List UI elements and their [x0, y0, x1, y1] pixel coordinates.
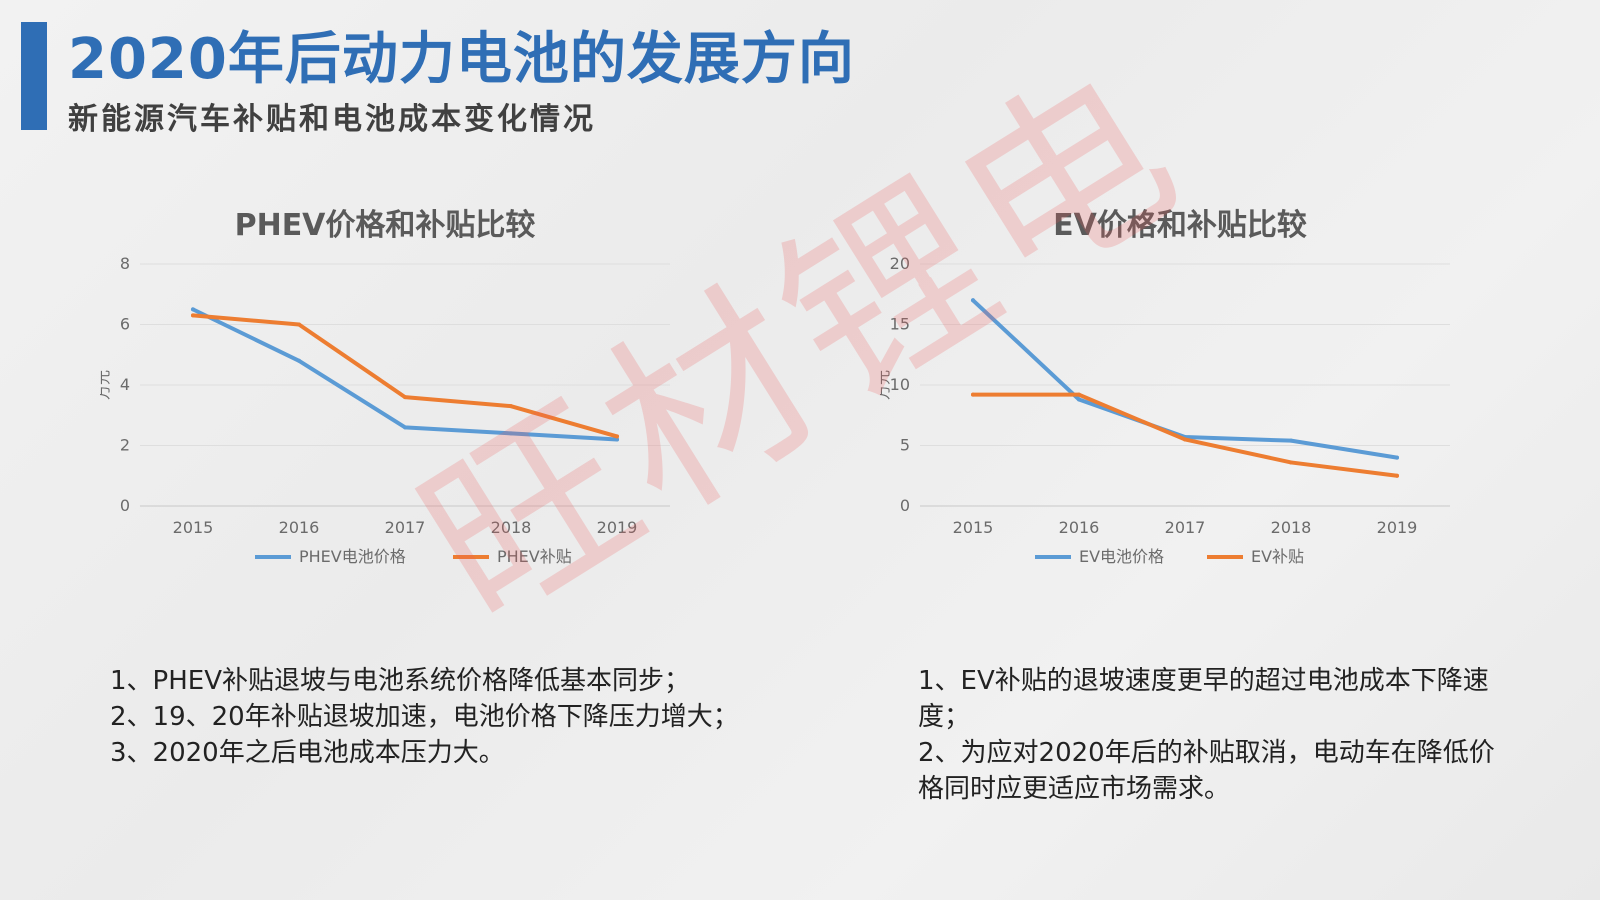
data-point: [971, 392, 975, 397]
x-tick-label: 2019: [1377, 518, 1418, 537]
data-point: [1183, 437, 1187, 442]
y-axis-label: 万元: [880, 370, 892, 400]
note-item: 1、PHEV补贴退坡与电池系统价格降低基本同步；: [110, 666, 690, 696]
data-point: [1077, 392, 1081, 397]
phev-chart: 0 2 4 6 8 2015 2016 2017 2018 2019 万元 PHEV电池价格 PHEV补…: [100, 254, 670, 566]
page-subtitle: 新能源汽车补贴和电池成本变化情况: [68, 102, 596, 137]
notes-right: 1、EV补贴的退坡速度更早的超过电池成本下降速度； 2、为应对2020年后的补贴…: [918, 663, 1518, 807]
data-point: [297, 358, 301, 363]
data-point: [1395, 455, 1399, 460]
y-tick-label: 15: [890, 315, 910, 334]
data-point: [509, 431, 513, 436]
note-item: 3、2020年之后电池成本压力大。: [110, 738, 505, 768]
data-point: [971, 298, 975, 303]
note-item: 2、19、20年补贴退坡加速，电池价格下降压力增大；: [110, 702, 739, 732]
data-point: [403, 425, 407, 430]
data-point: [509, 404, 513, 409]
page-title: 2020年后动力电池的发展方向: [68, 27, 855, 92]
y-tick-label: 0: [900, 496, 910, 515]
y-tick-label: 8: [120, 254, 130, 273]
y-tick-label: 0: [120, 496, 130, 515]
legend-label: PHEV补贴: [497, 547, 572, 566]
y-tick-label: 5: [900, 436, 910, 455]
x-tick-label: 2018: [491, 518, 532, 537]
data-point: [615, 434, 619, 439]
series-line-1: [191, 313, 619, 439]
y-tick-label: 10: [890, 375, 910, 394]
legend-label: EV补贴: [1251, 547, 1304, 566]
data-point: [403, 395, 407, 400]
x-tick-label: 2015: [173, 518, 214, 537]
phev-chart-title: PHEV价格和补贴比较: [234, 208, 536, 243]
x-tick-label: 2018: [1271, 518, 1312, 537]
x-tick-label: 2019: [597, 518, 638, 537]
y-tick-label: 6: [120, 315, 130, 334]
data-point: [1077, 397, 1081, 402]
y-tick-label: 4: [120, 375, 130, 394]
x-tick-label: 2016: [279, 518, 320, 537]
data-point: [1289, 438, 1293, 443]
x-tick-label: 2015: [953, 518, 994, 537]
y-tick-label: 2: [120, 436, 130, 455]
y-tick-label: 20: [890, 254, 910, 273]
data-point: [191, 307, 195, 312]
legend-label: EV电池价格: [1079, 547, 1164, 566]
ev-chart: 0 5 10 15 20 2015 2016 2017 2018 2019 万元 EV电池价格 EV补贴: [880, 254, 1450, 566]
x-tick-label: 2016: [1059, 518, 1100, 537]
title-accent-bar: [21, 22, 47, 130]
note-item: 2、为应对2020年后的补贴取消，电动车在降低价格同时应更适应市场需求。: [918, 738, 1495, 804]
data-point: [1289, 460, 1293, 465]
y-axis-label: 万元: [100, 370, 112, 400]
data-point: [615, 437, 619, 442]
data-point: [191, 313, 195, 318]
note-item: 1、EV补贴的退坡速度更早的超过电池成本下降速度；: [918, 666, 1489, 732]
ev-chart-title: EV价格和补贴比较: [1053, 208, 1307, 243]
x-tick-label: 2017: [1165, 518, 1206, 537]
x-tick-label: 2017: [385, 518, 426, 537]
series-line-0: [971, 298, 1399, 460]
legend-label: PHEV电池价格: [299, 547, 406, 566]
data-point: [1395, 473, 1399, 478]
data-point: [297, 322, 301, 327]
notes-left: 1、PHEV补贴退坡与电池系统价格降低基本同步； 2、19、20年补贴退坡加速，…: [110, 663, 830, 771]
